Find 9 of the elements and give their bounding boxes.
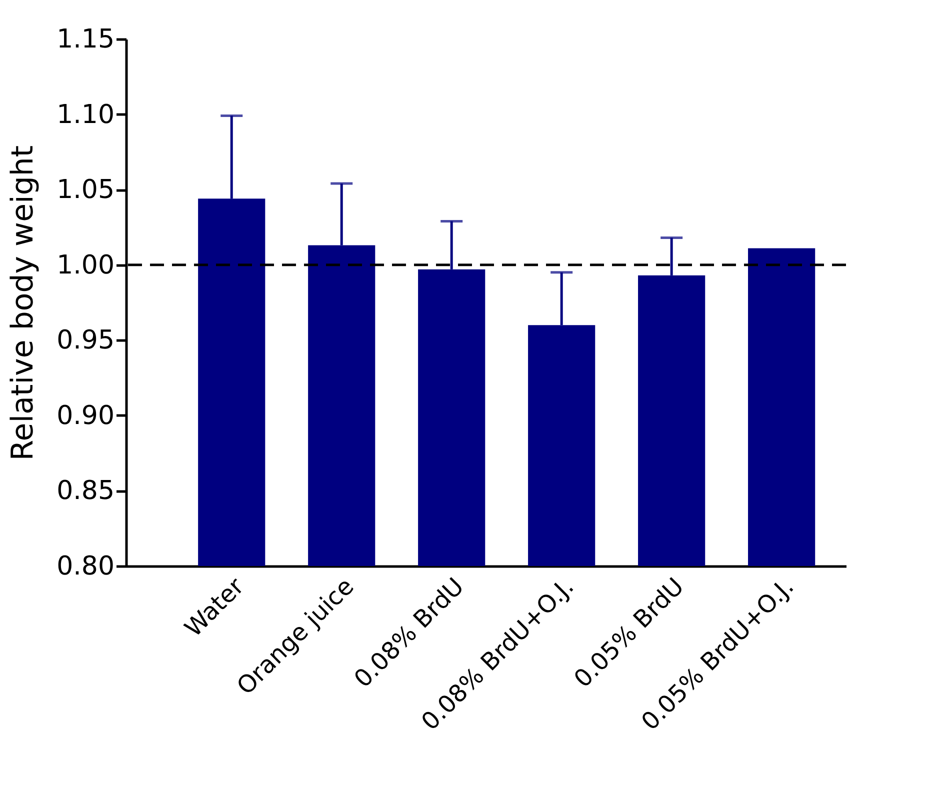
y-tick-label: 0.95 [56,326,114,356]
y-tick-label: 1.15 [56,24,114,54]
y-tick-label: 0.85 [56,476,114,506]
y-axis-title: Relative body weight [6,145,41,461]
y-tick-label: 1.00 [56,250,114,280]
y-tick-label: 1.05 [56,175,114,206]
y-tick-label: 1.10 [56,100,114,130]
y-tick-label: 0.80 [56,552,114,582]
y-tick-label: 0.90 [56,400,114,431]
